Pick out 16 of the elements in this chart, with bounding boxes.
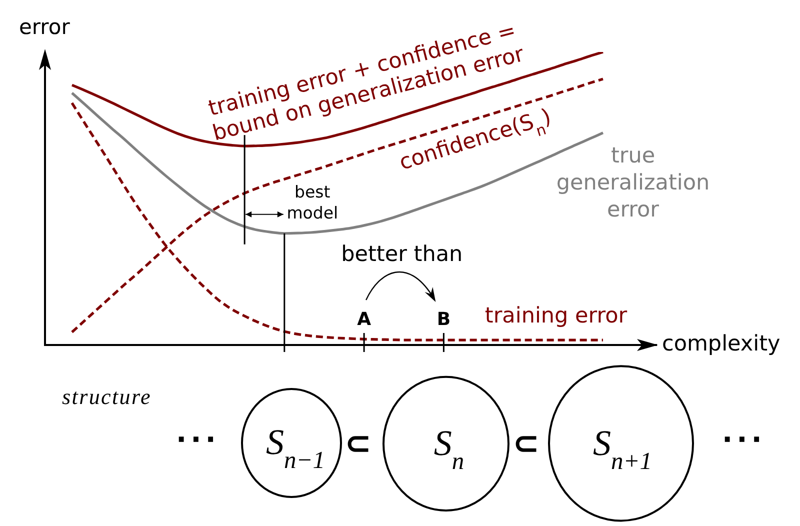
x-tick-label: A <box>357 309 372 330</box>
annotation: better than <box>341 242 463 267</box>
text: ··· <box>722 423 766 456</box>
text: ⊂ <box>512 424 540 462</box>
x-axis-title: complexity <box>662 332 781 356</box>
y-axis-title: error <box>19 15 70 39</box>
text: ⊂ <box>344 424 372 462</box>
x-tick-label: B <box>436 309 451 330</box>
text: S$_{n}$ <box>434 423 464 474</box>
text: structure <box>62 384 152 409</box>
annotation: best model <box>286 182 338 222</box>
series-label: training error <box>484 304 628 329</box>
text: S$_{n+1}$ <box>593 423 652 474</box>
text: S$_{n−1}$ <box>266 422 325 474</box>
text: ··· <box>176 423 220 456</box>
series-label: true generalization error <box>556 144 710 222</box>
